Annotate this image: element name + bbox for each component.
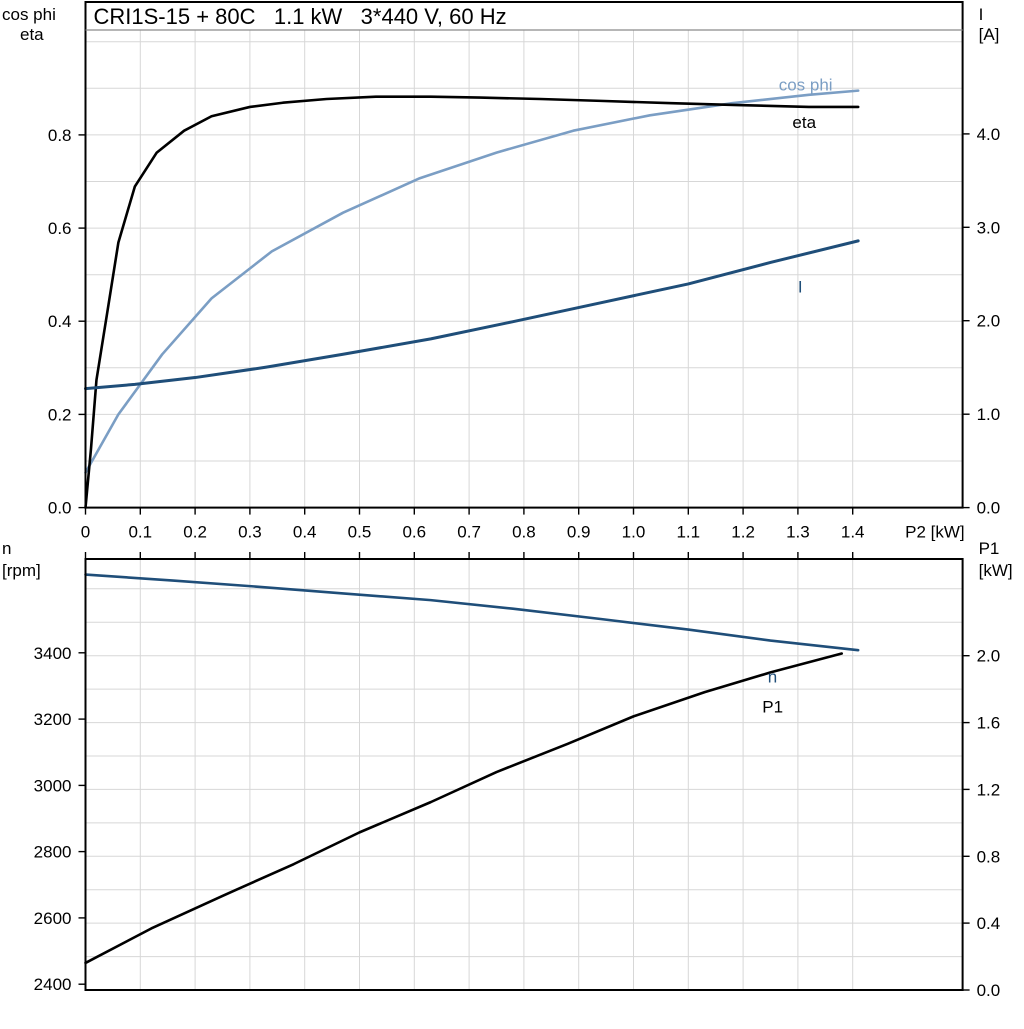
- svg-text:n: n: [2, 539, 11, 558]
- svg-text:0.8: 0.8: [512, 523, 536, 542]
- svg-text:P2 [kW]: P2 [kW]: [905, 523, 965, 542]
- svg-text:4.0: 4.0: [977, 125, 1001, 144]
- svg-text:eta: eta: [792, 113, 816, 132]
- svg-text:1.0: 1.0: [977, 405, 1001, 424]
- svg-text:0.1: 0.1: [128, 523, 152, 542]
- svg-text:I: I: [798, 278, 803, 297]
- svg-text:[kW]: [kW]: [979, 561, 1013, 580]
- svg-text:0.2: 0.2: [183, 523, 207, 542]
- svg-text:1.0: 1.0: [622, 523, 646, 542]
- svg-text:P1: P1: [979, 539, 1000, 558]
- svg-text:0.8: 0.8: [48, 126, 72, 145]
- svg-text:1.2: 1.2: [731, 523, 755, 542]
- svg-text:[A]: [A]: [979, 25, 1000, 44]
- svg-text:I: I: [979, 5, 984, 24]
- svg-text:1.6: 1.6: [977, 714, 1001, 733]
- svg-text:3.0: 3.0: [977, 218, 1001, 237]
- svg-text:2400: 2400: [34, 975, 72, 994]
- svg-text:n: n: [768, 668, 777, 687]
- svg-text:0.6: 0.6: [402, 523, 426, 542]
- svg-text:1.2: 1.2: [977, 780, 1001, 799]
- svg-text:0.5: 0.5: [348, 523, 372, 542]
- svg-text:0.4: 0.4: [293, 523, 317, 542]
- svg-text:0.8: 0.8: [977, 847, 1001, 866]
- svg-text:0.0: 0.0: [48, 499, 72, 518]
- svg-text:3400: 3400: [34, 644, 72, 663]
- svg-text:0.2: 0.2: [48, 405, 72, 424]
- svg-text:0.4: 0.4: [48, 312, 72, 331]
- svg-text:3000: 3000: [34, 776, 72, 795]
- svg-text:1.1: 1.1: [676, 523, 700, 542]
- svg-text:0.7: 0.7: [457, 523, 481, 542]
- svg-text:P1: P1: [762, 698, 783, 717]
- svg-text:[rpm]: [rpm]: [2, 561, 41, 580]
- svg-text:0.9: 0.9: [567, 523, 591, 542]
- svg-text:2.0: 2.0: [977, 647, 1001, 666]
- svg-text:eta: eta: [20, 25, 44, 44]
- svg-text:0.3: 0.3: [238, 523, 262, 542]
- svg-text:CRI1S-15 + 80C 1.1 kW 3*44: CRI1S-15 + 80C 1.1 kW 3*440 V, 60 Hz: [94, 4, 507, 29]
- svg-text:0: 0: [81, 523, 90, 542]
- svg-text:0.0: 0.0: [977, 981, 1001, 1000]
- svg-text:2.0: 2.0: [977, 312, 1001, 331]
- svg-text:1.4: 1.4: [841, 523, 865, 542]
- svg-text:0.4: 0.4: [977, 914, 1001, 933]
- svg-text:0.6: 0.6: [48, 219, 72, 238]
- svg-text:2600: 2600: [34, 909, 72, 928]
- svg-text:cos phi: cos phi: [2, 5, 56, 24]
- svg-text:1.3: 1.3: [786, 523, 810, 542]
- svg-text:3200: 3200: [34, 710, 72, 729]
- svg-text:cos phi: cos phi: [779, 76, 833, 95]
- svg-text:0.0: 0.0: [977, 499, 1001, 518]
- svg-text:2800: 2800: [34, 843, 72, 862]
